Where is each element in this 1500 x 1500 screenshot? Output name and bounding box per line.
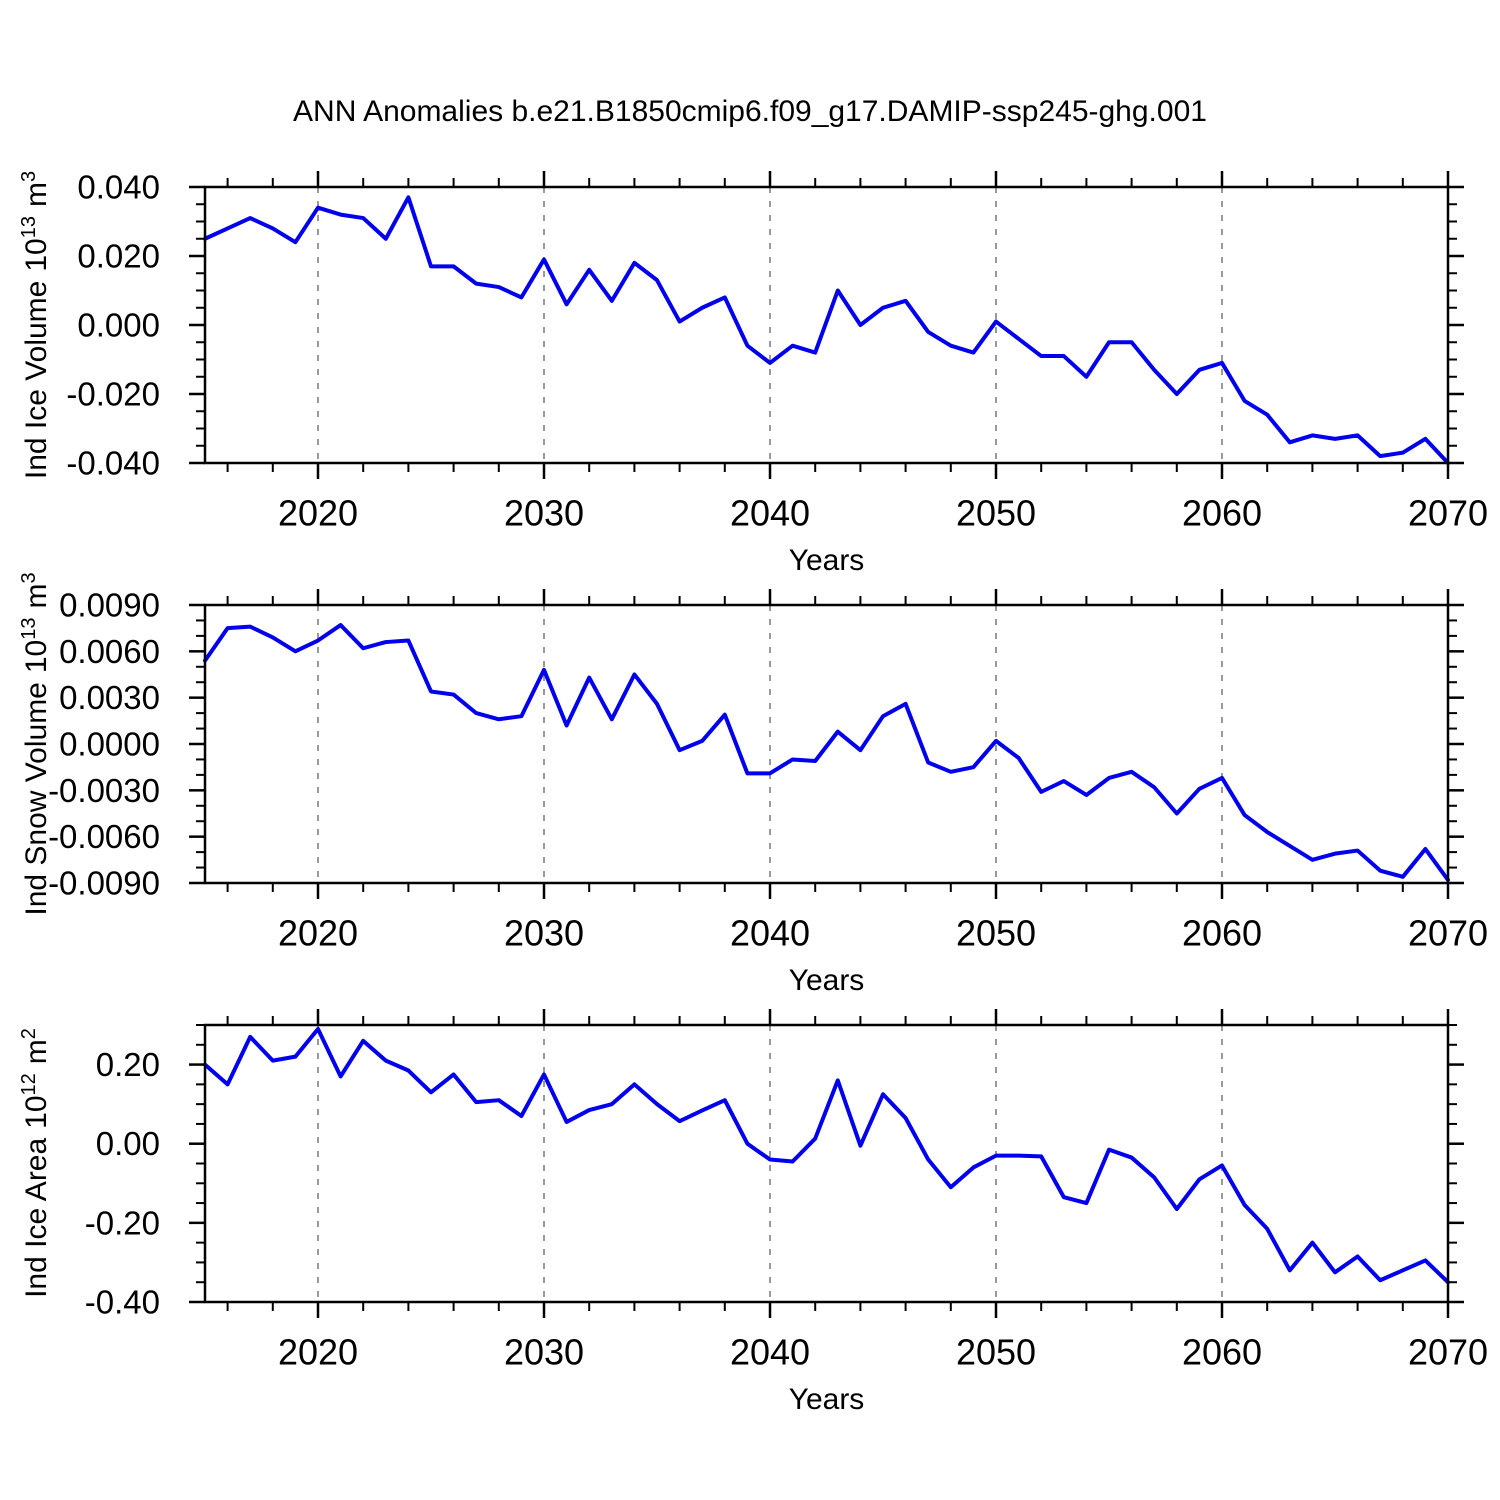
y-axis-title-text: Ind Snow Volume bbox=[20, 682, 53, 916]
unit-power-base: 10 bbox=[20, 639, 53, 674]
y-tick-label: 0.040 bbox=[77, 169, 160, 206]
y-tick-label: -0.0090 bbox=[48, 865, 160, 902]
x-axis-title-top-panel: Years bbox=[788, 544, 865, 577]
unit-power-exponent: 13 bbox=[18, 216, 40, 239]
unit-symbol: m bbox=[20, 182, 53, 208]
x-tick-label: 2050 bbox=[956, 913, 1036, 954]
y-tick-label: -0.0030 bbox=[48, 772, 160, 809]
unit-power-exponent: 13 bbox=[18, 617, 40, 640]
y-tick-label: 0.0090 bbox=[59, 587, 160, 624]
y-tick-label: -0.40 bbox=[85, 1284, 160, 1321]
x-tick-label: 2050 bbox=[956, 493, 1036, 534]
x-tick-label: 2040 bbox=[730, 1332, 810, 1373]
y-axis-title-text: Ind Ice Volume bbox=[20, 280, 53, 480]
unit-symbol: m bbox=[20, 1039, 53, 1065]
x-tick-label: 2040 bbox=[730, 913, 810, 954]
panel-ind-ice-volume: 2020 2030 2040 2050 2060 2070 0.040 0.020 0.000 -… bbox=[66, 169, 1488, 534]
y-tick-label: 0.000 bbox=[77, 307, 160, 344]
ind-ice-area-series-line bbox=[203, 1026, 1450, 1285]
y-tick-label: 0.20 bbox=[96, 1046, 160, 1083]
y-tick-label: -0.020 bbox=[66, 376, 160, 413]
y-tick-label: -0.20 bbox=[85, 1204, 160, 1241]
unit-power-base: 10 bbox=[20, 238, 53, 272]
y-axis-title-snow-volume: Ind Snow Volume 1013 m3 bbox=[18, 572, 54, 916]
x-tick-label: 2050 bbox=[956, 1332, 1036, 1373]
x-tick-label: 2020 bbox=[278, 1332, 358, 1373]
panel-frame bbox=[203, 1023, 1450, 1304]
x-tick-label: 2060 bbox=[1182, 913, 1262, 954]
x-tick-label: 2030 bbox=[504, 493, 584, 534]
y-tick-label: 0.00 bbox=[96, 1125, 160, 1162]
x-tick-label: 2070 bbox=[1408, 493, 1488, 534]
x-tick-label: 2030 bbox=[504, 913, 584, 954]
x-tick-label: 2070 bbox=[1408, 913, 1488, 954]
unit-power-exponent: 12 bbox=[18, 1073, 40, 1096]
y-axis-title-ice-area: Ind Ice Area 1012 m2 bbox=[18, 1028, 54, 1298]
y-tick-label: 0.0060 bbox=[59, 633, 160, 670]
y-tick-label: 0.0030 bbox=[59, 679, 160, 716]
x-tick-label: 2020 bbox=[278, 913, 358, 954]
x-tick-label: 2060 bbox=[1182, 493, 1262, 534]
x-tick-label: 2020 bbox=[278, 493, 358, 534]
x-axis-title-bottom-panel: Years bbox=[788, 1383, 865, 1416]
unit-exponent: 2 bbox=[18, 1028, 40, 1040]
x-tick-label: 2030 bbox=[504, 1332, 584, 1373]
y-tick-label: 0.020 bbox=[77, 238, 160, 275]
y-axis-title-ice-volume: Ind Ice Volume 1013 m3 bbox=[18, 170, 54, 480]
x-tick-label: 2040 bbox=[730, 493, 810, 534]
ind-ice-volume-series-line bbox=[203, 195, 1450, 465]
x-tick-label: 2060 bbox=[1182, 1332, 1262, 1373]
panel-ind-snow-volume: 2020 2030 2040 2050 2060 2070 0.0090 0.0060 0.00… bbox=[48, 587, 1488, 954]
unit-exponent: 3 bbox=[18, 572, 40, 584]
unit-power-base: 10 bbox=[20, 1095, 53, 1129]
chart-title: ANN Anomalies b.e21.B1850cmip6.f09_g17.D… bbox=[293, 95, 1207, 128]
y-tick-label: -0.0060 bbox=[48, 818, 160, 855]
y-tick-label: -0.040 bbox=[66, 445, 160, 482]
x-tick-label: 2070 bbox=[1408, 1332, 1488, 1373]
panel-ind-ice-area: 2020 2030 2040 2050 2060 2070 0.20 0.00 -0.20 -0.… bbox=[85, 1009, 1488, 1373]
unit-exponent: 3 bbox=[18, 170, 40, 183]
y-axis-title-text: Ind Ice Area bbox=[20, 1137, 53, 1298]
y-tick-label: 0.0000 bbox=[59, 726, 160, 763]
unit-symbol: m bbox=[20, 583, 53, 609]
ind-snow-volume-series-line bbox=[203, 623, 1450, 882]
x-axis-title-middle-panel: Years bbox=[788, 964, 865, 997]
